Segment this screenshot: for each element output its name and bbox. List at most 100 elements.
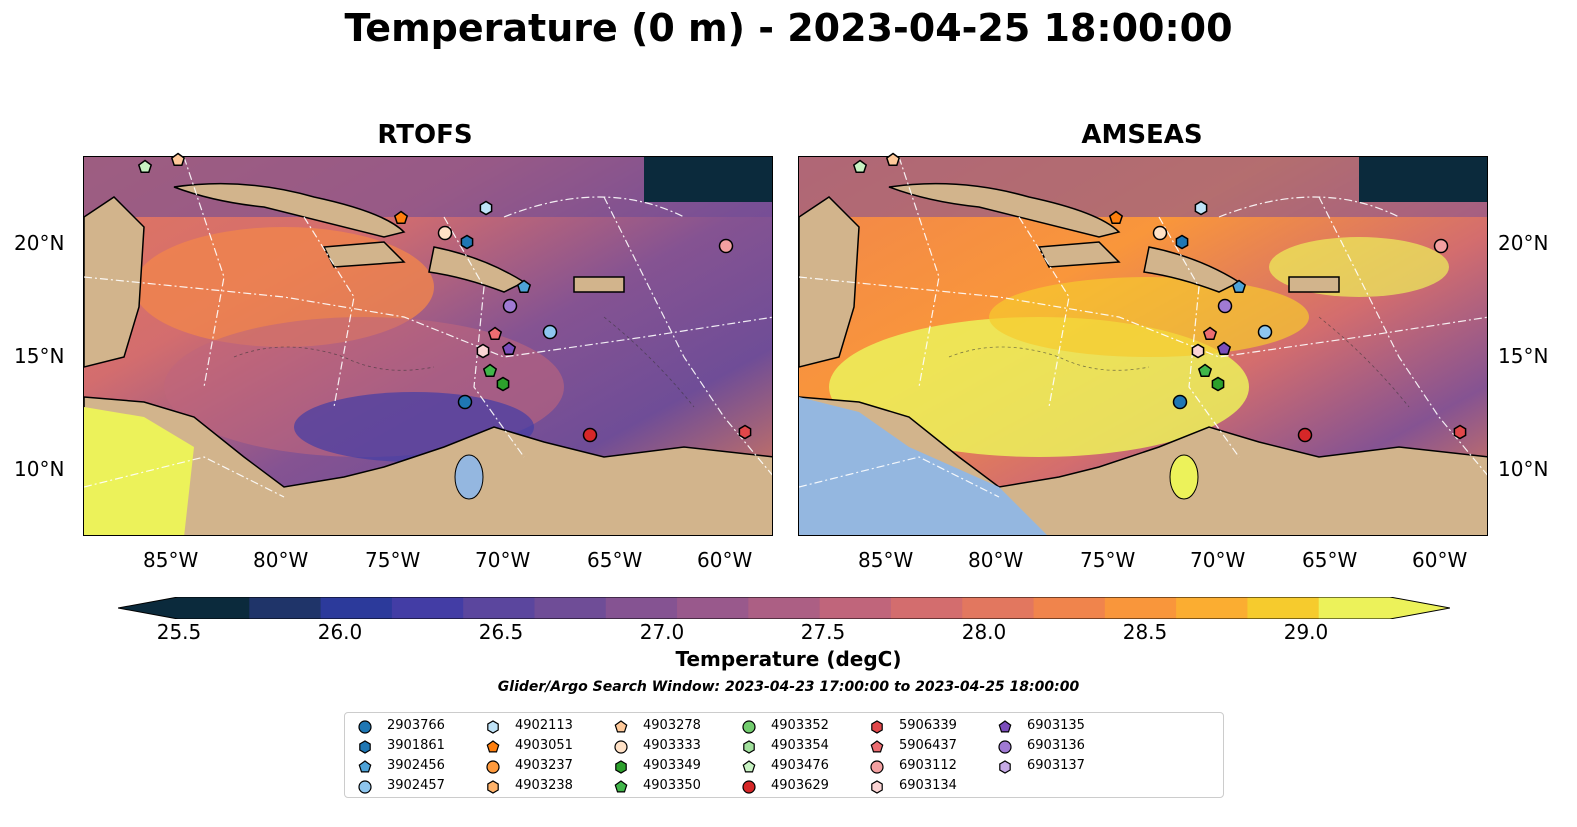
lon-tick-label: 80°W: [253, 548, 309, 572]
legend-label: 3902457: [387, 778, 445, 793]
colorbar-tick-label: 28.0: [961, 620, 1007, 644]
legend-marker-icon: [614, 780, 628, 793]
legend-label: 4903333: [643, 738, 701, 753]
legend-marker-icon: [614, 740, 628, 754]
legend-marker-icon: [743, 740, 755, 754]
colorbar-tick-label: 26.5: [478, 620, 524, 644]
lon-tick-label: 75°W: [1080, 548, 1136, 572]
map-amseas-canvas: [799, 157, 1487, 535]
colorbar: [118, 597, 1450, 619]
panel-title-amseas: AMSEAS: [1081, 120, 1203, 150]
legend-marker-icon: [870, 740, 884, 753]
legend-label: 4903237: [515, 758, 573, 773]
legend-label: 4903352: [771, 718, 829, 733]
legend-marker-icon: [358, 760, 372, 773]
lon-tick-label: 60°W: [697, 548, 753, 572]
legend-label: 3901861: [387, 738, 445, 753]
colorbar-tick-label: 27.0: [639, 620, 685, 644]
legend-label: 4902113: [515, 718, 573, 733]
legend-label: 4903476: [771, 758, 829, 773]
legend-label: 2903766: [387, 718, 445, 733]
colorbar-swatch: [605, 597, 678, 619]
lat-tick-label: 15°N: [1498, 344, 1549, 368]
colorbar-swatch: [1247, 597, 1320, 619]
legend-marker-icon: [742, 760, 756, 773]
colorbar-swatch: [1318, 597, 1391, 619]
colorbar-tick-label: 25.5: [156, 620, 202, 644]
lon-tick-label: 70°W: [1190, 548, 1246, 572]
colorbar-swatch: [320, 597, 393, 619]
colorbar-swatch: [463, 597, 535, 619]
legend-label: 4903629: [771, 778, 829, 793]
colorbar-swatch: [677, 597, 749, 619]
search-window-text: Glider/Argo Search Window: 2023-04-23 17…: [497, 679, 1080, 695]
legend-marker-icon: [742, 780, 756, 794]
legend-marker-icon: [999, 760, 1011, 774]
lat-tick-label: 10°N: [14, 457, 65, 481]
legend-label: 5906437: [899, 738, 957, 753]
legend-marker-icon: [486, 740, 500, 753]
legend-label: 6903135: [1027, 718, 1085, 733]
lon-tick-label: 85°W: [143, 548, 199, 572]
legend-label: 4903350: [643, 778, 701, 793]
lon-tick-label: 60°W: [1412, 548, 1468, 572]
lat-tick-label: 15°N: [14, 344, 65, 368]
legend-marker-icon: [358, 720, 372, 734]
lon-tick-label: 75°W: [365, 548, 421, 572]
float-legend: 2903766 3901861 3902456 3902457 4902113 49030…: [344, 712, 1224, 798]
legend-label: 4903349: [643, 758, 701, 773]
lat-tick-label: 20°N: [1498, 231, 1549, 255]
legend-marker-icon: [358, 780, 372, 794]
legend-marker-icon: [487, 720, 499, 734]
legend-label: 6903112: [899, 758, 957, 773]
legend-marker-icon: [486, 760, 500, 774]
legend-label: 4903278: [643, 718, 701, 733]
legend-label: 5906339: [899, 718, 957, 733]
legend-marker-icon: [359, 740, 371, 754]
legend-label: 6903137: [1027, 758, 1085, 773]
map-amseas: [798, 156, 1488, 536]
lon-tick-label: 70°W: [475, 548, 531, 572]
map-rtofs-canvas: [84, 157, 772, 535]
legend-marker-icon: [615, 760, 627, 774]
colorbar-swatch: [534, 597, 607, 619]
colorbar-swatch: [890, 597, 963, 619]
legend-marker-icon: [870, 760, 884, 774]
legend-marker-icon: [742, 720, 756, 734]
legend-label: 6903136: [1027, 738, 1085, 753]
legend-label: 4903051: [515, 738, 573, 753]
colorbar-tick-label: 28.5: [1122, 620, 1168, 644]
legend-label: 4903354: [771, 738, 829, 753]
colorbar-tick-label: 29.0: [1283, 620, 1329, 644]
colorbar-tick-label: 27.5: [800, 620, 846, 644]
colorbar-swatch: [391, 597, 464, 619]
legend-marker-icon: [871, 780, 883, 794]
panel-title-rtofs: RTOFS: [377, 120, 473, 150]
colorbar-label: Temperature (degC): [675, 647, 902, 671]
colorbar-swatch: [1104, 597, 1177, 619]
colorbar-swatch: [178, 597, 250, 619]
colorbar-swatch: [249, 597, 322, 619]
figure-title: Temperature (0 m) - 2023-04-25 18:00:00: [344, 6, 1233, 50]
legend-marker-icon: [614, 720, 628, 733]
lon-tick-label: 65°W: [1302, 548, 1358, 572]
legend-label: 3902456: [387, 758, 445, 773]
legend-label: 6903134: [899, 778, 957, 793]
legend-marker-icon: [871, 720, 883, 734]
colorbar-tick-label: 26.0: [317, 620, 363, 644]
legend-marker-icon: [998, 740, 1012, 754]
lon-tick-label: 85°W: [858, 548, 914, 572]
lat-tick-label: 10°N: [1498, 457, 1549, 481]
colorbar-swatch: [1176, 597, 1248, 619]
lon-tick-label: 65°W: [587, 548, 643, 572]
colorbar-max-extend: [1390, 597, 1450, 619]
colorbar-swatch: [1033, 597, 1106, 619]
colorbar-min-extend: [118, 597, 178, 619]
legend-marker-icon: [487, 780, 499, 794]
legend-label: 4903238: [515, 778, 573, 793]
legend-marker-icon: [998, 720, 1012, 733]
colorbar-swatch: [962, 597, 1035, 619]
lon-tick-label: 80°W: [968, 548, 1024, 572]
colorbar-swatch: [748, 597, 821, 619]
colorbar-swatch: [819, 597, 892, 619]
